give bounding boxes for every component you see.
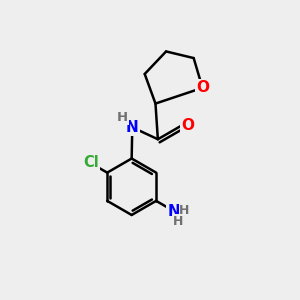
Text: N: N xyxy=(126,120,139,135)
Text: O: O xyxy=(181,118,194,133)
Text: Cl: Cl xyxy=(83,155,99,170)
Text: H: H xyxy=(173,215,183,228)
Text: N: N xyxy=(167,204,180,219)
Text: H: H xyxy=(179,203,190,217)
Text: O: O xyxy=(196,80,209,95)
Text: H: H xyxy=(117,111,128,124)
